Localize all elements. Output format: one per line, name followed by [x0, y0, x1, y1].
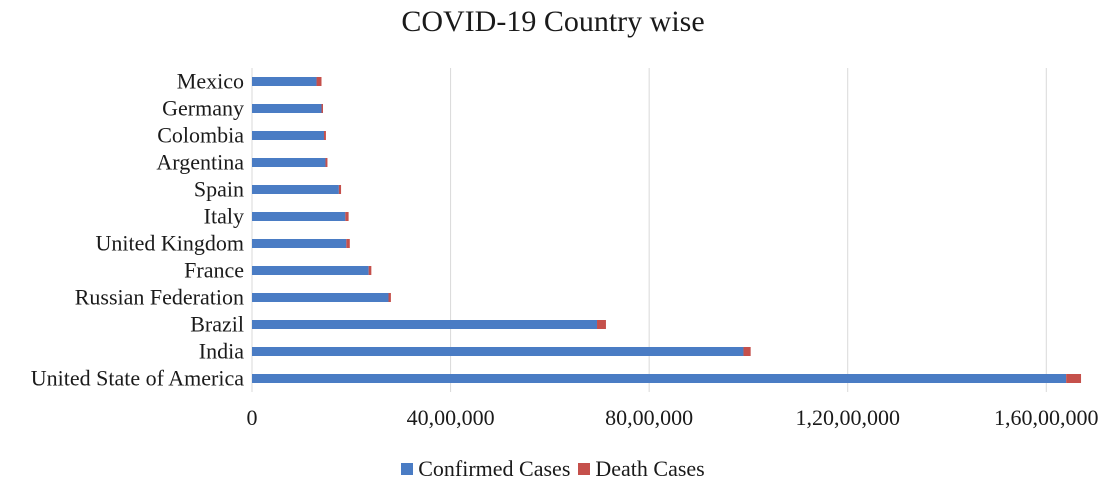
y-tick-label: United Kingdom — [96, 231, 245, 256]
chart-plot: United State of AmericaIndiaBrazilRussia… — [31, 68, 1099, 430]
bar-death-cases-spain — [338, 185, 342, 194]
bar-confirmed-cases-italy — [252, 212, 346, 221]
y-tick-label: Germany — [162, 96, 244, 121]
y-tick-label: Argentina — [156, 150, 244, 175]
x-tick-label: 1,20,00,000 — [795, 405, 900, 430]
x-tick-label: 0 — [247, 405, 258, 430]
bars — [252, 77, 1082, 383]
bar-confirmed-cases-france — [252, 266, 369, 275]
bar-death-cases-colombia — [323, 131, 326, 140]
y-tick-label: Mexico — [177, 69, 244, 94]
y-axis-labels: United State of AmericaIndiaBrazilRussia… — [31, 69, 244, 391]
bar-confirmed-cases-spain — [252, 185, 339, 194]
y-tick-label: India — [199, 339, 244, 364]
bar-confirmed-cases-united-kingdom — [252, 239, 347, 248]
chart-title: COVID-19 Country wise — [401, 5, 705, 38]
bar-death-cases-united-state-of-america — [1066, 374, 1082, 383]
bar-death-cases-mexico — [316, 77, 322, 86]
bar-confirmed-cases-brazil — [252, 320, 598, 329]
x-tick-label: 40,00,000 — [407, 405, 495, 430]
bar-confirmed-cases-colombia — [252, 131, 324, 140]
legend-swatch-death — [578, 463, 591, 475]
legend-item-confirmed: Confirmed Cases — [401, 456, 570, 482]
bar-confirmed-cases-germany — [252, 104, 322, 113]
y-tick-label: United State of America — [31, 366, 244, 391]
bar-death-cases-india — [743, 347, 751, 356]
bar-death-cases-russian-federation — [388, 293, 391, 302]
y-tick-label: Spain — [194, 177, 244, 202]
bar-death-cases-germany — [321, 104, 323, 113]
legend: Confirmed Cases Death Cases — [0, 456, 1106, 482]
bar-death-cases-argentina — [325, 158, 328, 167]
bar-confirmed-cases-argentina — [252, 158, 326, 167]
bar-death-cases-united-kingdom — [346, 239, 350, 248]
legend-label-confirmed: Confirmed Cases — [418, 456, 571, 481]
gridlines — [251, 68, 1047, 392]
bar-confirmed-cases-india — [252, 347, 744, 356]
bar-death-cases-brazil — [597, 320, 606, 329]
y-tick-label: Brazil — [190, 312, 244, 337]
legend-swatch-confirmed — [401, 463, 414, 475]
legend-label-death: Death Cases — [595, 456, 705, 481]
y-tick-label: Italy — [204, 204, 244, 229]
x-axis-labels: 0 40,00,000 80,00,000 1,20,00,000 1,60,00,00… — [247, 405, 1099, 430]
bar-confirmed-cases-russian-federation — [252, 293, 389, 302]
bar-confirmed-cases-united-state-of-america — [252, 374, 1067, 383]
bar-death-cases-france — [368, 266, 372, 275]
bar-death-cases-italy — [345, 212, 349, 221]
y-tick-label: Russian Federation — [75, 285, 244, 310]
y-tick-label: France — [184, 258, 244, 283]
x-tick-label: 1,60,00,000 — [994, 405, 1099, 430]
legend-item-death: Death Cases — [578, 456, 705, 482]
x-tick-label: 80,00,000 — [605, 405, 693, 430]
y-tick-label: Colombia — [157, 123, 244, 148]
bar-confirmed-cases-mexico — [252, 77, 317, 86]
